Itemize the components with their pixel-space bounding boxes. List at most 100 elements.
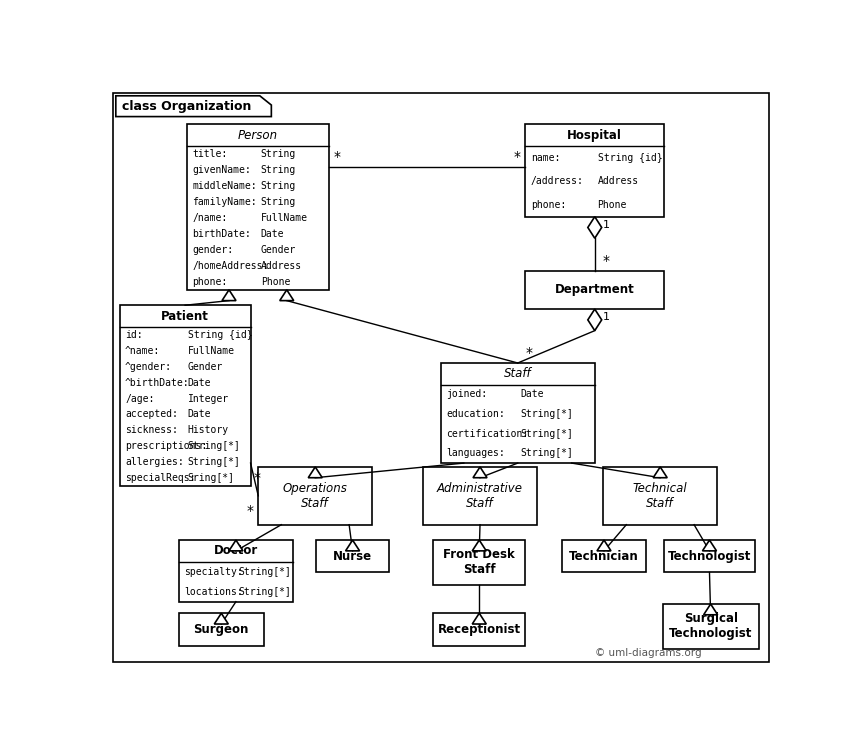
- Text: Nurse: Nurse: [333, 550, 372, 562]
- Text: *: *: [254, 471, 261, 485]
- Text: /name:: /name:: [192, 213, 227, 223]
- Text: String[*]: String[*]: [238, 567, 291, 577]
- Polygon shape: [473, 467, 487, 478]
- Bar: [662, 604, 759, 648]
- Text: locations:: locations:: [184, 586, 243, 597]
- Text: Staff: Staff: [504, 368, 531, 380]
- Text: specialReqs:: specialReqs:: [125, 473, 195, 483]
- Bar: [603, 467, 717, 524]
- Text: /homeAddress:: /homeAddress:: [192, 261, 268, 271]
- Text: *: *: [603, 253, 610, 267]
- Polygon shape: [222, 290, 236, 300]
- Bar: [120, 306, 250, 486]
- Bar: [433, 540, 525, 585]
- Text: Technician: Technician: [569, 550, 639, 562]
- Text: Doctor: Doctor: [214, 545, 258, 557]
- Text: ^birthDate:: ^birthDate:: [125, 377, 190, 388]
- Text: String {id}: String {id}: [598, 152, 662, 163]
- Text: String: String: [261, 197, 296, 207]
- Text: education:: education:: [446, 409, 505, 419]
- Text: Receptionist: Receptionist: [438, 623, 521, 636]
- Text: phone:: phone:: [531, 200, 566, 210]
- Bar: [179, 540, 293, 601]
- Bar: [179, 613, 264, 645]
- Text: familyName:: familyName:: [192, 197, 256, 207]
- Text: allergies:: allergies:: [125, 457, 184, 468]
- Polygon shape: [346, 540, 359, 551]
- Text: *: *: [525, 346, 532, 360]
- Bar: [258, 467, 372, 524]
- Bar: [664, 540, 755, 572]
- Text: String[*]: String[*]: [187, 441, 241, 451]
- Text: String: String: [261, 165, 296, 175]
- Polygon shape: [588, 309, 602, 331]
- Bar: [440, 363, 595, 463]
- Text: name:: name:: [531, 152, 560, 163]
- Polygon shape: [116, 96, 272, 117]
- Bar: [433, 613, 525, 645]
- Bar: [562, 540, 647, 572]
- Text: Phone: Phone: [598, 200, 627, 210]
- Text: Date: Date: [187, 409, 212, 420]
- Polygon shape: [597, 540, 611, 551]
- Text: prescriptions:: prescriptions:: [125, 441, 207, 451]
- Text: FullName: FullName: [261, 213, 308, 223]
- Text: phone:: phone:: [192, 277, 227, 287]
- Text: Department: Department: [555, 283, 635, 297]
- Bar: [187, 124, 329, 290]
- Text: Sring[*]: Sring[*]: [187, 473, 235, 483]
- Text: *: *: [247, 503, 254, 518]
- Text: Patient: Patient: [161, 309, 209, 323]
- Bar: [525, 270, 664, 309]
- Text: FullName: FullName: [187, 346, 235, 356]
- Text: String[*]: String[*]: [521, 448, 574, 458]
- Text: givenName:: givenName:: [192, 165, 251, 175]
- Text: Gender: Gender: [187, 362, 223, 372]
- Bar: [525, 124, 664, 217]
- Text: Surgeon: Surgeon: [194, 623, 249, 636]
- Text: String[*]: String[*]: [521, 429, 574, 438]
- Polygon shape: [588, 217, 602, 238]
- Text: String[*]: String[*]: [238, 586, 291, 597]
- Bar: [423, 467, 537, 524]
- Polygon shape: [703, 604, 717, 615]
- Text: © uml-diagrams.org: © uml-diagrams.org: [595, 648, 702, 658]
- Bar: [316, 540, 390, 572]
- Text: History: History: [187, 425, 229, 436]
- Polygon shape: [229, 540, 243, 551]
- Text: Phone: Phone: [261, 277, 290, 287]
- Text: 1: 1: [603, 220, 610, 230]
- Text: specialty:: specialty:: [184, 567, 243, 577]
- Polygon shape: [703, 540, 716, 551]
- Text: String: String: [261, 181, 296, 190]
- Text: *: *: [334, 149, 341, 164]
- Polygon shape: [654, 467, 667, 478]
- Text: String[*]: String[*]: [521, 409, 574, 419]
- Text: middleName:: middleName:: [192, 181, 256, 190]
- Text: ^gender:: ^gender:: [125, 362, 172, 372]
- Text: Date: Date: [521, 389, 544, 400]
- Text: gender:: gender:: [192, 245, 233, 255]
- Text: /address:: /address:: [531, 176, 584, 186]
- Text: Date: Date: [261, 229, 284, 239]
- Text: *: *: [513, 149, 521, 164]
- Text: String {id}: String {id}: [187, 329, 252, 340]
- Text: Hospital: Hospital: [568, 128, 622, 142]
- Text: birthDate:: birthDate:: [192, 229, 251, 239]
- Text: Address: Address: [261, 261, 302, 271]
- Text: sickness:: sickness:: [125, 425, 178, 436]
- Text: title:: title:: [192, 149, 227, 159]
- Polygon shape: [280, 290, 294, 300]
- Text: String: String: [261, 149, 296, 159]
- Text: Integer: Integer: [187, 394, 229, 403]
- Polygon shape: [308, 467, 322, 478]
- Text: class Organization: class Organization: [122, 100, 251, 113]
- Text: Surgical
Technologist: Surgical Technologist: [669, 613, 752, 640]
- Text: accepted:: accepted:: [125, 409, 178, 420]
- Text: languages:: languages:: [446, 448, 505, 458]
- Text: String[*]: String[*]: [187, 457, 241, 468]
- Text: 1: 1: [603, 312, 610, 322]
- Text: Technical
Staff: Technical Staff: [633, 482, 687, 509]
- Text: /age:: /age:: [125, 394, 155, 403]
- Text: ^name:: ^name:: [125, 346, 160, 356]
